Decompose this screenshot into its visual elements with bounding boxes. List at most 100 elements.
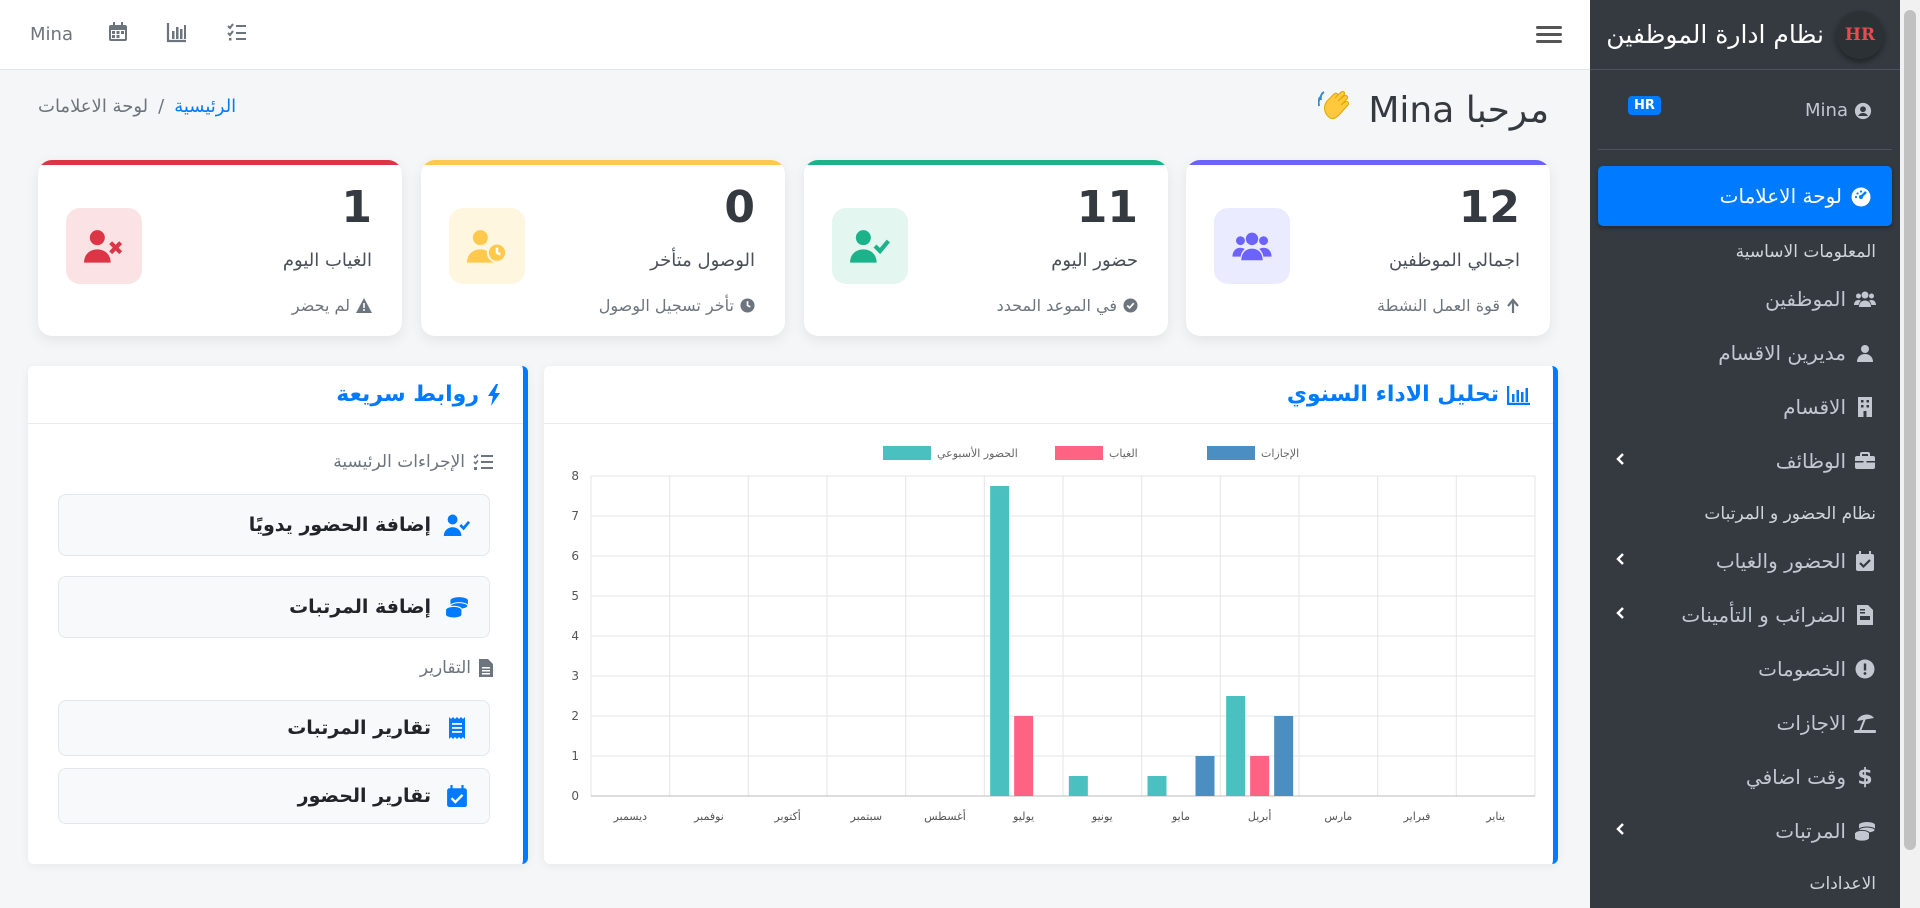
x-tick-label: فبراير [1403,810,1431,823]
brand-logo: HR [1836,10,1884,59]
y-tick-label: 4 [571,629,579,643]
exclamation-circle-icon [1854,658,1876,680]
sidebar-item-label: المرتبات [1775,819,1846,843]
add-attendance-manually-button[interactable]: إضافة الحضور يدويًا [58,494,490,556]
sidebar-user-name: Mina [1805,100,1848,121]
x-tick-label: سبتمبر [850,810,883,823]
sidebar-item-label: الضرائب و التأمينات [1681,603,1846,627]
breadcrumb-home[interactable]: الرئيسية [174,96,237,117]
stat-subtitle: لم يحضر [292,296,372,315]
y-tick-label: 3 [571,669,579,683]
file-icon [479,659,493,677]
bar-chart-icon[interactable] [165,20,195,50]
stat-card-attendance-today: 11 حضور اليوم في الموعد المحدد [804,160,1168,336]
breadcrumb-separator: / [158,96,165,117]
panel-header: روابط سريعة [28,366,523,424]
sidebar-item-employees[interactable]: الموظفين [1590,272,1900,326]
coins-icon [1854,820,1876,842]
sidebar-item-label: وقت اضافي [1745,765,1846,789]
x-tick-label: أبريل [1248,809,1272,823]
brand-title: نظام ادارة الموظفين [1606,20,1824,49]
briefcase-icon [1854,450,1876,472]
x-tick-label: ديسمبر [613,810,648,823]
sidebar-section-header: المعلومات الاساسية [1735,242,1876,262]
stat-card-absence-today: 1 الغياب اليوم لم يحضر [38,160,402,336]
menu-toggle-icon[interactable] [1536,22,1562,48]
stat-card-total-employees: 12 اجمالي الموظفين قوة العمل النشطة [1186,160,1550,336]
user-icon [1854,342,1876,364]
breadcrumb-current: لوحة الاعلامات [38,96,149,117]
sidebar-item-label: لوحة الاعلامات [1719,184,1842,208]
sidebar-item-deductions[interactable]: الخصومات [1590,642,1900,696]
file-invoice-icon [1854,604,1876,626]
x-tick-label: أغسطس [924,809,966,823]
page-scrollbar-thumb[interactable] [1904,10,1916,850]
stat-subtitle: قوة العمل النشطة [1377,296,1520,315]
section-reports: التقارير [420,658,493,678]
sidebar-item-taxes[interactable]: الضرائب و التأمينات [1590,588,1900,642]
user-circle-icon [1854,102,1872,119]
x-tick-label: أكتوبر [773,809,800,823]
calendar-icon[interactable] [106,20,136,50]
sidebar-item-departments[interactable]: الاقسام [1590,380,1900,434]
quick-links-panel: روابط سريعة الإجراءات الرئيسية إضافة الح… [28,366,528,864]
sidebar-item-attendance[interactable]: الحضور والغياب [1590,534,1900,588]
clock-icon [740,298,755,313]
top-navbar: Mina [0,0,1590,70]
sidebar-user[interactable]: Mina [1805,100,1872,121]
users-icon [1854,288,1876,310]
stat-label: اجمالي الموظفين [1389,250,1520,271]
sidebar-item-label: الخصومات [1758,657,1846,681]
page-title: مرحبا Mina [1317,88,1549,133]
list-check-icon [473,453,493,470]
y-tick-label: 2 [571,709,579,723]
sidebar-item-label: الاجازات [1776,711,1846,735]
user-check-icon [443,511,471,539]
bar [990,486,1010,796]
sidebar-item-dashboard[interactable]: لوحة الاعلامات [1598,166,1892,226]
attendance-reports-button[interactable]: تقارير الحضور [58,768,490,824]
y-tick-label: 8 [571,469,579,483]
legend-swatch [883,446,931,460]
x-tick-label: يوليو [1012,810,1034,823]
sidebar-item-jobs[interactable]: الوظائف [1590,434,1900,488]
legend-label: الغياب [1109,447,1138,460]
sidebar: HR نظام ادارة الموظفين Mina HR لوحة الاع… [1590,0,1900,908]
add-salaries-button[interactable]: إضافة المرتبات [58,576,490,638]
chevron-left-icon [1616,607,1624,619]
y-tick-label: 1 [571,749,579,763]
salary-reports-button[interactable]: تقارير المرتبات [58,700,490,756]
bar [1147,776,1167,796]
sidebar-brand[interactable]: HR نظام ادارة الموظفين [1590,0,1900,70]
y-tick-label: 7 [571,509,579,523]
stat-label: الوصول متأخر [650,250,755,271]
annual-performance-panel: تحليل الاداء السنوي الحضور الأسبوعي الغيا… [544,366,1558,864]
sidebar-item-label: الموظفين [1765,287,1846,311]
sidebar-item-label: الحضور والغياب [1715,549,1846,573]
stat-label: الغياب اليوم [282,250,372,271]
bar [1195,756,1215,796]
navbar-user-name[interactable]: Mina [30,24,73,45]
calendar-check-icon [443,782,471,810]
bar [1014,716,1034,796]
panel-title: روابط سريعة [336,382,479,407]
y-tick-label: 5 [571,589,579,603]
panel-title: تحليل الاداء السنوي [1286,382,1499,407]
dollar-icon: $ [1857,764,1873,790]
stat-subtitle: في الموعد المحدد [997,296,1138,315]
bolt-icon [488,383,500,406]
annual-bar-chart: الحضور الأسبوعي الغياب الإجازات 0 1 2 3 4 5 6 7 8 ين… [571,446,1536,823]
bar [1274,716,1294,796]
sidebar-item-overtime[interactable]: $ وقت اضافي [1590,750,1900,804]
sidebar-item-label: مديرين الاقسام [1718,341,1846,365]
sidebar-item-salaries[interactable]: المرتبات [1590,804,1900,858]
legend-label: الإجازات [1261,447,1299,460]
building-icon [1854,396,1876,418]
task-list-icon[interactable] [225,20,255,50]
tachometer-icon [1850,185,1872,207]
legend-label: الحضور الأسبوعي [937,446,1018,460]
sidebar-item-managers[interactable]: مديرين الاقسام [1590,326,1900,380]
sidebar-section-header: نظام الحضور و المرتبات [1704,504,1876,524]
sidebar-user-panel: Mina HR [1598,70,1892,150]
sidebar-item-vacations[interactable]: الاجازات [1590,696,1900,750]
